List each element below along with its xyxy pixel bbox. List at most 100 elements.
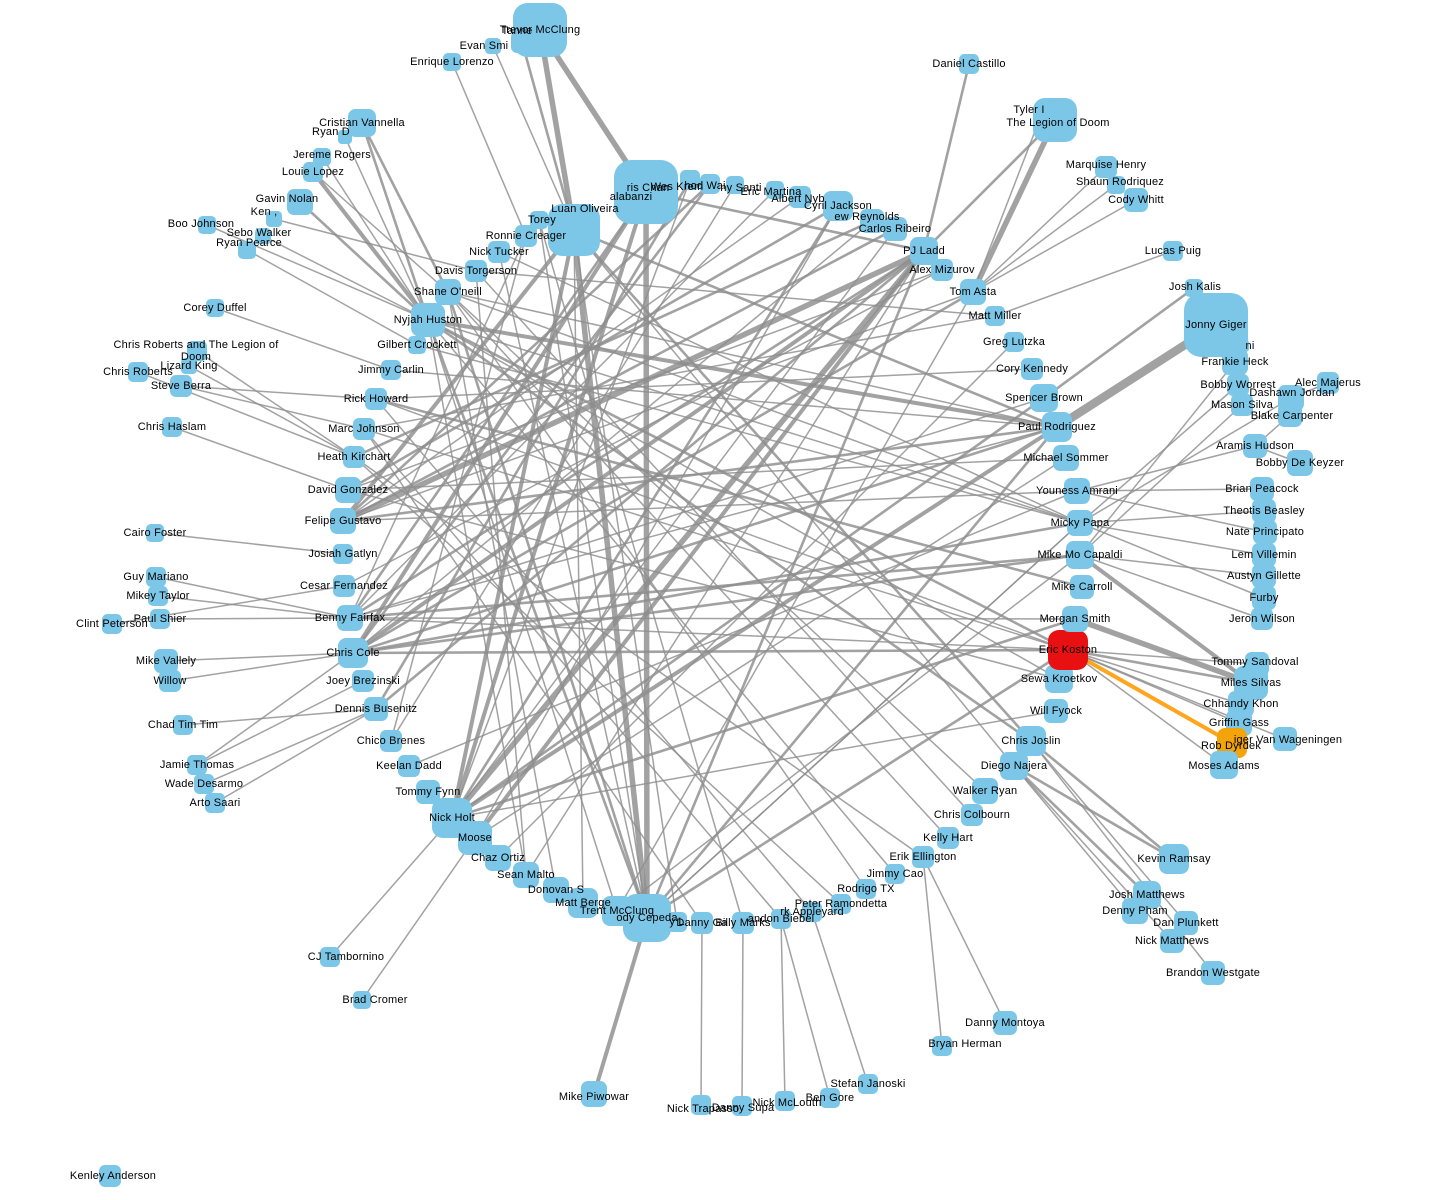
node-rodrigo-tx[interactable] <box>856 879 876 899</box>
node-van-wageningen[interactable] <box>1273 727 1297 751</box>
node-denny-pham[interactable] <box>1122 898 1148 924</box>
node-alec-majerus[interactable] <box>1317 372 1339 394</box>
node-youness-amrani[interactable] <box>1064 478 1090 504</box>
node-ryan-pearce[interactable] <box>238 241 256 259</box>
node-marquise-henry[interactable] <box>1095 156 1117 178</box>
node-carlos-ribeiro[interactable] <box>883 217 907 241</box>
node-kenley-anderson[interactable] <box>99 1165 121 1187</box>
node-y-l[interactable] <box>667 912 687 932</box>
node-daniel-castillo[interactable] <box>959 54 979 74</box>
node-micky-papa[interactable] <box>1067 510 1093 536</box>
node-danny-montoya[interactable] <box>993 1011 1017 1035</box>
node-chico-brenes[interactable] <box>380 730 402 752</box>
node-stefan-janoski[interactable] <box>858 1074 878 1094</box>
node-heath-kirchart[interactable] <box>343 446 365 468</box>
node-chris-joslin[interactable] <box>1016 726 1046 756</box>
node-josiah-gatlyn[interactable] <box>333 544 353 564</box>
node-marc-johnson[interactable] <box>353 418 375 440</box>
node-spencer-brown[interactable] <box>1030 384 1058 412</box>
node-lucas-puig[interactable] <box>1163 241 1183 261</box>
node-cesar-fernandez[interactable] <box>333 575 355 597</box>
node-jimmy-carlin[interactable] <box>381 360 401 380</box>
node-matt-miller[interactable] <box>985 306 1005 326</box>
node-frankie-heck[interactable] <box>1222 349 1248 375</box>
node-cody-whitt[interactable] <box>1124 188 1148 212</box>
node-enrique-lorenzo[interactable] <box>443 53 461 71</box>
node-nate-principato[interactable] <box>1253 520 1277 544</box>
node-chris-roberts[interactable] <box>128 362 148 382</box>
node-donovan-s[interactable] <box>543 877 569 903</box>
node-greg-lutzka[interactable] <box>1004 332 1024 352</box>
node-cody-cepeda[interactable] <box>623 894 671 942</box>
node-ben-gore[interactable] <box>820 1088 840 1108</box>
node-danny-supa[interactable] <box>732 1096 752 1116</box>
node-matt-berge[interactable] <box>568 888 598 918</box>
node-sean-malto[interactable] <box>513 862 539 888</box>
node-austyn-gillette[interactable] <box>1252 564 1276 588</box>
node-cristian-vannella[interactable] <box>348 109 376 137</box>
node-lem-villemin[interactable] <box>1252 543 1276 567</box>
node-nick-trapasso[interactable] <box>691 1095 711 1115</box>
node-theotis-beasley[interactable] <box>1252 499 1276 523</box>
node-chad-tim-tim[interactable] <box>173 715 193 735</box>
node-wes-krem[interactable] <box>680 170 700 190</box>
node-corey-duffel[interactable] <box>206 299 224 317</box>
node-gavin-nolan[interactable] <box>287 189 313 215</box>
node-louie-lopez[interactable] <box>303 162 323 182</box>
node-shane-oneill[interactable] <box>435 279 461 305</box>
node-boo-johnson[interactable] <box>198 216 216 234</box>
node-cory-kennedy[interactable] <box>1021 358 1043 380</box>
node-ryan-d[interactable] <box>338 130 352 144</box>
node-arto-saari[interactable] <box>205 793 225 813</box>
node-brad-cromer[interactable] <box>353 991 371 1009</box>
node-andon-biebel[interactable] <box>771 909 791 929</box>
node-walker-ryan[interactable] <box>972 778 998 804</box>
node-evan-smi[interactable] <box>485 38 501 54</box>
node-benny-fairfax[interactable] <box>337 605 363 631</box>
node-morgan-smith[interactable] <box>1062 606 1088 632</box>
node-tanne[interactable] <box>511 31 533 53</box>
node-david-gonzalez[interactable] <box>335 477 361 503</box>
node-willow[interactable] <box>159 670 181 692</box>
node-bobby-de-keyzer[interactable] <box>1287 450 1313 476</box>
node-bobby-worrest[interactable] <box>1227 374 1249 396</box>
node-alabanzi[interactable] <box>615 186 641 212</box>
node-mike-piwowar[interactable] <box>581 1081 607 1107</box>
node-michael-sommer[interactable] <box>1053 445 1079 471</box>
node-mikey-taylor[interactable] <box>148 586 168 606</box>
node-josh-kalis[interactable] <box>1185 279 1203 297</box>
node-jimmy-cao[interactable] <box>885 864 905 884</box>
node-kevin-ramsay[interactable] <box>1159 844 1189 874</box>
node-brian-peacock[interactable] <box>1250 477 1274 501</box>
node-steve-berra[interactable] <box>170 375 192 397</box>
node-luan-oliveira[interactable] <box>548 204 600 256</box>
node-ew-reynolds[interactable] <box>860 209 884 233</box>
node-nick-tucker[interactable] <box>488 241 510 263</box>
node-jeron-wilson[interactable] <box>1251 608 1273 630</box>
node-torey[interactable] <box>530 211 548 229</box>
node-cj-tambornino[interactable] <box>320 947 340 967</box>
node-chris-haslam[interactable] <box>162 417 182 437</box>
node-dennis-busenitz[interactable] <box>364 697 388 721</box>
node-kelly-hart[interactable] <box>937 827 959 849</box>
node-joey-brezinski[interactable] <box>352 670 374 692</box>
node-brandon-westgate[interactable] <box>1201 961 1225 985</box>
node-nick-mclouth[interactable] <box>775 1091 795 1111</box>
node-jamie-thomas[interactable] <box>187 755 207 775</box>
node-blake-carpenter[interactable] <box>1278 403 1302 427</box>
node-albert-nyb[interactable] <box>789 186 811 208</box>
node-diego-najera[interactable] <box>1000 752 1028 780</box>
node-sebo-walker[interactable] <box>255 228 271 244</box>
node-erik-ellington[interactable] <box>912 846 934 868</box>
node-eric-martina[interactable] <box>766 181 784 199</box>
node-peter-ramondetta[interactable] <box>831 894 851 914</box>
node-chris-roberts-lod[interactable] <box>187 341 207 361</box>
node-jereme-rogers[interactable] <box>313 148 331 166</box>
node-mike-mo-capaldi[interactable] <box>1066 541 1094 569</box>
node-will-fyock[interactable] <box>1044 699 1068 723</box>
node-ken[interactable] <box>266 211 282 227</box>
node-furby[interactable] <box>1252 586 1276 610</box>
node-moses-adams[interactable] <box>1210 751 1238 779</box>
node-bryan-herman[interactable] <box>932 1036 952 1056</box>
node-danny-ga[interactable] <box>691 912 713 934</box>
